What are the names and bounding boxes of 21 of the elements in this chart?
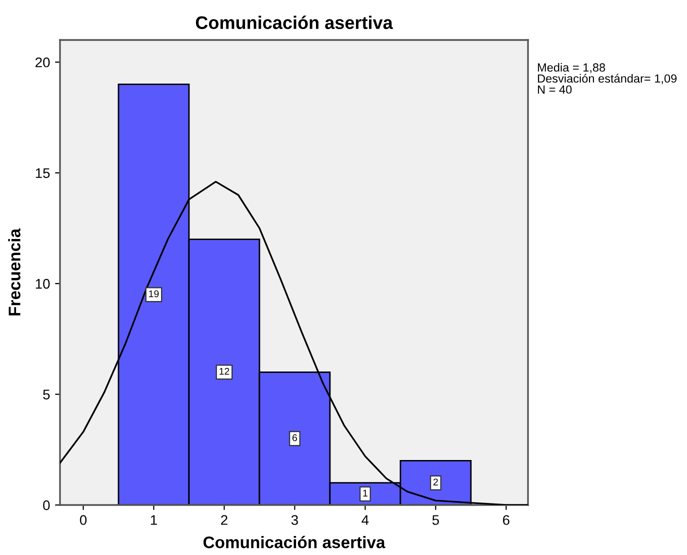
data-label: 6: [292, 434, 297, 442]
x-axis-title: Comunicación asertiva: [203, 536, 386, 548]
y-tick-label: 10: [36, 278, 50, 289]
x-tick-label: 0: [80, 515, 87, 525]
data-label: 2: [433, 478, 438, 486]
text: Media = 1,88 Desviación estándar= 1,09 N = 40: [538, 63, 677, 94]
y-axis-title: Frecuencia: [8, 228, 20, 316]
data-label: 19: [149, 290, 159, 298]
x-tick-label: 3: [291, 515, 298, 525]
data-label: 1: [363, 490, 368, 496]
x-tick-label: 5: [432, 515, 439, 525]
data-label: 12: [220, 368, 230, 375]
x-tick-label: 1: [150, 515, 157, 525]
chart-title: Comunicación asertiva: [196, 16, 393, 30]
y-tick-label: 15: [36, 168, 50, 178]
y-tick-label: 0: [43, 500, 50, 510]
x-tick-label: 4: [362, 515, 369, 525]
y-tick-label: 5: [43, 390, 50, 400]
x-tick-label: 6: [502, 515, 510, 525]
y-tick-label: 20: [36, 57, 50, 68]
x-tick-label: 2: [221, 515, 228, 525]
